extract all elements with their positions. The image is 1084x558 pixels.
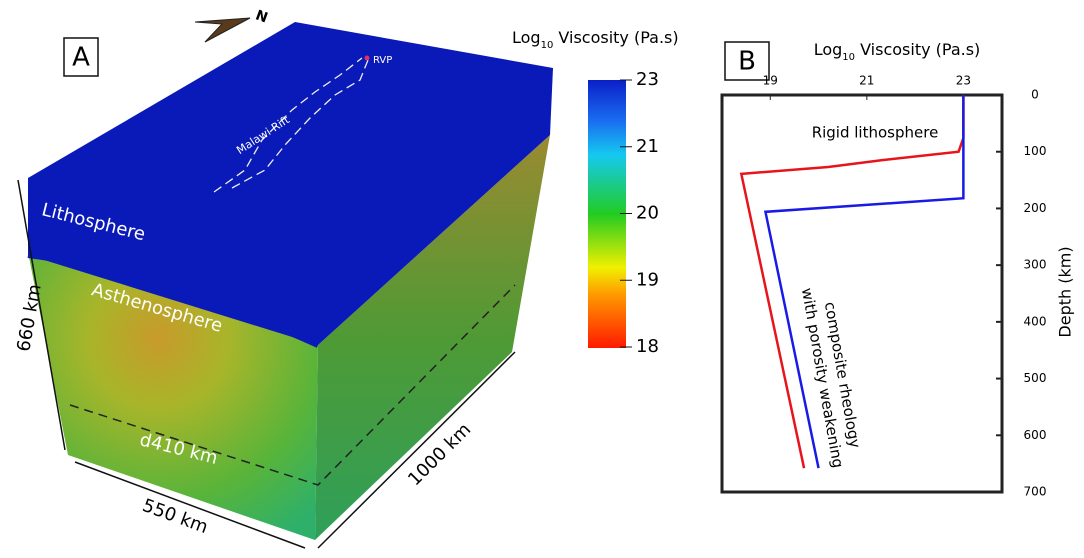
colorbar-scale	[588, 80, 626, 348]
dimension-line	[17, 179, 66, 451]
lithosphere-base	[27, 252, 320, 348]
label-part: Log	[814, 40, 843, 59]
front-face	[28, 252, 318, 540]
side-face	[315, 135, 550, 540]
x-tick-label: 19	[763, 74, 778, 88]
lithosphere-top	[28, 22, 553, 345]
colorbar-tick-label: 23	[636, 69, 659, 90]
y-tick-label: 100	[1024, 144, 1047, 158]
x-axis-label: Log10 Viscosity (Pa.s)	[814, 40, 981, 64]
x-tick-label: 23	[956, 74, 971, 88]
rift-trace	[213, 57, 363, 193]
panel-label: A	[72, 43, 90, 73]
title-part: Log	[512, 28, 541, 47]
y-tick-label: 400	[1024, 314, 1047, 328]
compass-arrow	[194, 17, 251, 43]
panel-label-box	[63, 37, 99, 77]
title-subscript: 10	[541, 40, 554, 51]
volcano-label: RVP	[373, 55, 392, 66]
panel-label: B	[738, 47, 756, 77]
colorbar-title: Log10 Viscosity (Pa.s)	[512, 28, 679, 52]
colorbar-tick-label: 21	[636, 136, 659, 157]
y-tick-label: 0	[1031, 88, 1039, 102]
volcano-marker	[364, 55, 370, 61]
dimension-line	[74, 461, 306, 549]
compass-label: N	[253, 7, 269, 26]
panel-b: B Log10 Viscosity (Pa.s) Depth (km) Rigi…	[720, 40, 1075, 499]
colorbar-tick-label: 20	[636, 203, 659, 224]
label-subscript: 10	[842, 52, 855, 63]
y-tick-label: 300	[1024, 258, 1047, 272]
y-tick-label: 200	[1024, 201, 1047, 215]
label-part: Viscosity (Pa.s)	[855, 40, 980, 59]
dimension-label: 660 km	[13, 283, 45, 354]
y-tick-label: 600	[1024, 428, 1047, 442]
colorbar-tick-label: 19	[636, 269, 659, 290]
colorbar-tick-label: 18	[636, 336, 659, 357]
colorbar: Log10 Viscosity (Pa.s) 23 21 20 19 18	[512, 28, 679, 358]
y-axis-label: Depth (km)	[1056, 246, 1075, 337]
dimension-line	[317, 351, 516, 549]
block-model: A N RVP Malawi Rift Lithosphere Asthenos…	[13, 7, 553, 549]
annotation: Rigid lithosphere	[812, 124, 939, 142]
d410-line	[69, 284, 516, 486]
panel-label-box	[724, 41, 770, 81]
dimension-label: 550 km	[140, 495, 211, 538]
rift-trace	[231, 59, 369, 189]
x-tick-label: 21	[859, 74, 874, 88]
y-tick-label: 700	[1024, 485, 1047, 499]
y-tick-label: 500	[1024, 371, 1047, 385]
title-part: Viscosity (Pa.s)	[553, 28, 678, 47]
series-line	[763, 95, 965, 469]
plot-frame	[720, 93, 1004, 494]
